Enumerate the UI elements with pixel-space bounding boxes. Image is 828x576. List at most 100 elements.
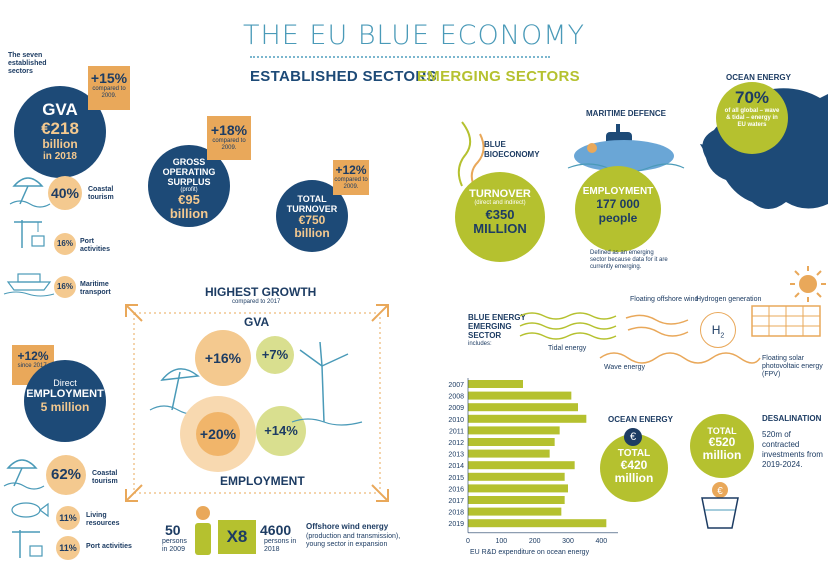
chart-tick-label: 0 [466,538,470,545]
highest-growth-sub: compared to 2017 [232,299,281,305]
gos-circle: GROSS OPERATING SURPLUS (profit) €95 bil… [148,145,230,227]
chart-category-label: 2011 [449,428,464,435]
chart-bar [468,461,575,470]
chart-bar [468,380,523,388]
title-divider [250,56,550,58]
desalination-total: TOTAL [707,426,737,436]
chart-bar [468,472,565,481]
desalination-value: €520 million [702,435,742,462]
gos-sub: (profit) [180,187,198,193]
port-activities-icon [14,220,45,248]
ocean-energy-top-circle: 70% of all global – wave & tidal – energ… [716,82,788,154]
emerging-heading: EMERGING SECTORS [417,68,580,85]
growth-gva-label: GVA [244,315,270,329]
hydrogen-icon: H2 [700,312,736,348]
ocean-energy-total-value: €420 million [614,458,654,485]
gva-share-coastal-label: Coastal tourism [88,186,114,201]
chart-xlabel: EU R&D expenditure on ocean energy [470,549,590,556]
chart-category-label: 2008 [448,394,464,401]
chart-bar [468,391,572,400]
gos-label: GROSS OPERATING SURPLUS [162,157,216,187]
port-activities-icon-2 [12,530,43,558]
established-heading: ESTABLISHED SECTORS [250,68,437,85]
growth-gva-a: +16% [195,330,251,386]
chart-bar [468,438,555,446]
defence-label: MARITIME DEFENCE [586,109,666,118]
growth-emp-a: +20% [196,412,240,456]
bioeconomy-label: BLUE BIOECONOMY [484,140,540,159]
gva-unit: billion [42,137,78,151]
emp-share-port-label: Port activities [86,543,132,550]
gos-value: €95 billion [169,192,209,221]
turnover-change-note: compared to 2009. [334,177,368,190]
chart-category-label: 2017 [448,498,464,505]
offshore-title: Offshore wind energy [306,522,389,531]
gva-change-badge: +15% compared to 2009. [88,66,130,110]
persons-2009: 50 [165,522,181,538]
defence-value: 177 000 people [596,197,640,225]
gva-share-maritime: 16% [54,276,76,298]
blue-energy-includes: includes: [468,341,492,347]
chart-tick-label: 100 [495,538,507,545]
coastal-tourism-icon-2 [3,459,45,490]
employment-value: 5 million [40,400,90,414]
gva-year: in 2018 [43,151,77,162]
employment-label-top: Direct [53,378,77,388]
living-resources-icon [11,502,49,518]
gva-value: €218 [41,119,79,138]
chart-tick-label: 300 [562,538,574,545]
highest-growth-title: HIGHEST GROWTH [205,285,317,299]
gos-change: +18% [210,122,248,138]
multiplier-badge: X8 [218,520,256,554]
solar-label: Floating solar photovoltaic energy (FPV) [762,355,823,378]
turnover-change-badge: +12% compared to 2009. [333,160,369,195]
chart-category-label: 2007 [448,382,464,389]
chart-category-label: 2009 [448,405,464,412]
growth-gva-b: +7% [256,336,294,374]
coastal-tourism-icon [9,177,51,208]
offshore-desc: (production and transmission), young sec… [306,533,401,548]
offshore-wind-icon [625,314,689,337]
gva-change-note: compared to 2009. [92,86,126,99]
euro-coin-icon: € [624,428,642,446]
blue-energy-label: BLUE ENERGY EMERGING SECTOR [468,313,526,340]
persons-2009-note: persons in 2009 [162,538,187,553]
employment-change: +12% [17,349,49,363]
gva-share-port-label: Port activities [80,238,110,253]
sun-icon [790,266,826,302]
chart-category-label: 2015 [448,475,464,482]
gva-label: GVA [42,100,78,119]
employment-label: EMPLOYMENT [26,388,104,400]
gos-change-badge: +18% compared to 2009. [207,116,251,160]
hydrogen-label: Hydrogen generation [696,296,762,303]
ocean-energy-top-desc: of all global – wave & tidal – energy in… [724,108,780,128]
employment-circle: Direct EMPLOYMENT 5 million [24,360,106,442]
bioeconomy-turnover-label: TURNOVER [469,188,531,200]
seaweed-icon [457,121,485,187]
ocean-energy-total-total: TOTAL [617,448,651,459]
persons-2018: 4600 [260,522,292,538]
emp-share-living-label: Living resources [86,512,120,527]
gva-share-coastal: 40% [48,176,82,210]
ocean-energy-total-label: OCEAN ENERGY [608,415,673,424]
growth-frame [125,304,389,502]
desalination-circle: TOTAL €520 million [690,414,754,478]
worker-icon [195,506,211,555]
defence-note: Defined as an emerging sector because da… [590,250,668,270]
wave-energy-icon [599,352,761,364]
ocean-energy-top-pct: 70% [734,88,770,107]
chart-category-label: 2010 [448,417,464,424]
chart-bar [468,507,562,516]
wave-label: Wave energy [604,364,645,371]
desalination-label: DESALINATION [762,414,822,423]
seven-sectors-label: The seven established sectors [8,52,47,75]
maritime-transport-icon [3,273,55,297]
bioeconomy-value: €350 MILLION [473,207,527,236]
submarine-icon [567,124,685,173]
chart-bar [468,519,607,528]
defence-emp-label: EMPLOYMENT [582,186,654,197]
chart-tick-label: 200 [529,538,541,545]
gva-share-port: 16% [54,233,76,255]
gva-change: +15% [90,70,128,86]
offshore-wind-label: Floating offshore wind [630,296,699,303]
